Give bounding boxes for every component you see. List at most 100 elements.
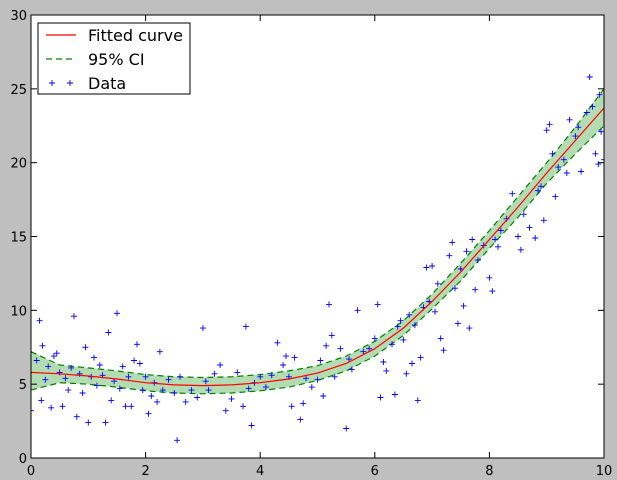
- data-point-54: [199, 325, 206, 332]
- x-tick-label-2: 4: [256, 464, 264, 479]
- data-point-93: [366, 345, 373, 352]
- data-point-74: [288, 403, 295, 410]
- data-point-83: [323, 342, 330, 349]
- data-point-38: [136, 360, 143, 367]
- data-point-140: [526, 224, 533, 231]
- data-point-12: [62, 375, 69, 382]
- x-tick-label-0: 0: [27, 464, 35, 479]
- data-point-160: [598, 128, 604, 135]
- data-point-3: [38, 397, 45, 404]
- data-point-52: [188, 387, 195, 394]
- data-point-153: [572, 133, 579, 140]
- data-point-99: [389, 341, 395, 348]
- fitted-curve-line: [31, 107, 604, 387]
- data-point-123: [460, 302, 467, 309]
- data-point-18: [79, 390, 86, 396]
- data-point-50: [177, 373, 183, 380]
- data-point-163: [575, 124, 582, 131]
- data-point-7: [48, 404, 55, 411]
- data-point-108: [414, 397, 421, 404]
- data-point-36: [131, 357, 138, 364]
- data-point-138: [517, 246, 524, 253]
- data-point-46: [159, 387, 166, 394]
- data-point-133: [495, 243, 501, 250]
- legend: Fitted curve 95% CI Data: [37, 22, 191, 95]
- data-point-62: [240, 403, 246, 410]
- data-point-154: [578, 168, 585, 175]
- data-point-42: [148, 393, 155, 399]
- data-point-15: [71, 313, 77, 320]
- data-point-85: [328, 332, 335, 339]
- data-point-162: [596, 91, 603, 98]
- data-point-53: [194, 394, 201, 401]
- data-point-57: [211, 370, 218, 377]
- data-point-76: [297, 416, 304, 423]
- data-point-97: [380, 359, 387, 365]
- data-point-124: [463, 248, 470, 255]
- data-point-80: [314, 376, 321, 383]
- data-point-14: [68, 364, 75, 371]
- data-point-0: [31, 407, 34, 414]
- data-point-120: [452, 285, 458, 292]
- data-point-116: [437, 335, 444, 342]
- data-point-101: [394, 323, 401, 330]
- data-point-88: [343, 425, 350, 432]
- data-point-119: [449, 239, 456, 246]
- data-point-60: [228, 395, 235, 402]
- data-point-70: [274, 339, 281, 346]
- data-point-61: [234, 369, 241, 376]
- data-point-114: [432, 308, 438, 315]
- data-point-92: [360, 348, 367, 355]
- data-point-115: [434, 280, 441, 287]
- y-tick-label-1: 5: [19, 378, 27, 393]
- y-tick-label-3: 15: [10, 231, 27, 246]
- data-point-26: [102, 419, 109, 426]
- data-point-132: [492, 236, 499, 243]
- data-point-91: [354, 307, 361, 314]
- data-point-23: [93, 382, 100, 389]
- data-point-113: [429, 263, 436, 269]
- x-tick-label-3: 6: [371, 464, 379, 479]
- data-point-126: [469, 236, 476, 243]
- data-point-155: [583, 109, 590, 116]
- data-point-6: [45, 363, 52, 370]
- data-point-11: [59, 403, 66, 410]
- data-point-65: [248, 422, 255, 429]
- ci-band-fill: [31, 88, 604, 394]
- data-point-28: [108, 397, 115, 404]
- data-point-13: [65, 387, 72, 394]
- data-point-39: [139, 387, 146, 394]
- data-point-111: [423, 264, 430, 271]
- data-point-47: [165, 376, 172, 383]
- data-point-107: [411, 322, 418, 329]
- legend-label-2: Data: [88, 74, 126, 93]
- data-point-156: [586, 74, 593, 80]
- data-point-136: [509, 190, 516, 197]
- data-point-142: [535, 187, 542, 194]
- data-point-77: [300, 400, 307, 407]
- data-point-79: [308, 384, 315, 391]
- data-point-64: [245, 385, 252, 392]
- x-tick-label-4: 8: [485, 464, 493, 479]
- data-point-48: [171, 390, 178, 396]
- data-point-128: [474, 257, 481, 264]
- data-point-2: [36, 317, 43, 324]
- data-point-90: [348, 366, 355, 373]
- data-point-131: [489, 288, 496, 295]
- data-point-146: [546, 121, 553, 128]
- data-point-94: [371, 335, 378, 342]
- data-point-145: [543, 127, 550, 134]
- data-point-84: [326, 301, 332, 308]
- data-point-71: [280, 362, 287, 368]
- data-point-31: [116, 385, 123, 392]
- y-tick-label-2: 10: [10, 304, 27, 319]
- data-point-63: [242, 323, 249, 330]
- data-point-27: [105, 329, 112, 336]
- data-point-75: [291, 354, 298, 361]
- data-point-117: [440, 347, 447, 354]
- data-point-87: [337, 345, 344, 352]
- data-point-9: [53, 350, 60, 357]
- data-point-49: [174, 437, 181, 444]
- data-point-141: [532, 235, 539, 241]
